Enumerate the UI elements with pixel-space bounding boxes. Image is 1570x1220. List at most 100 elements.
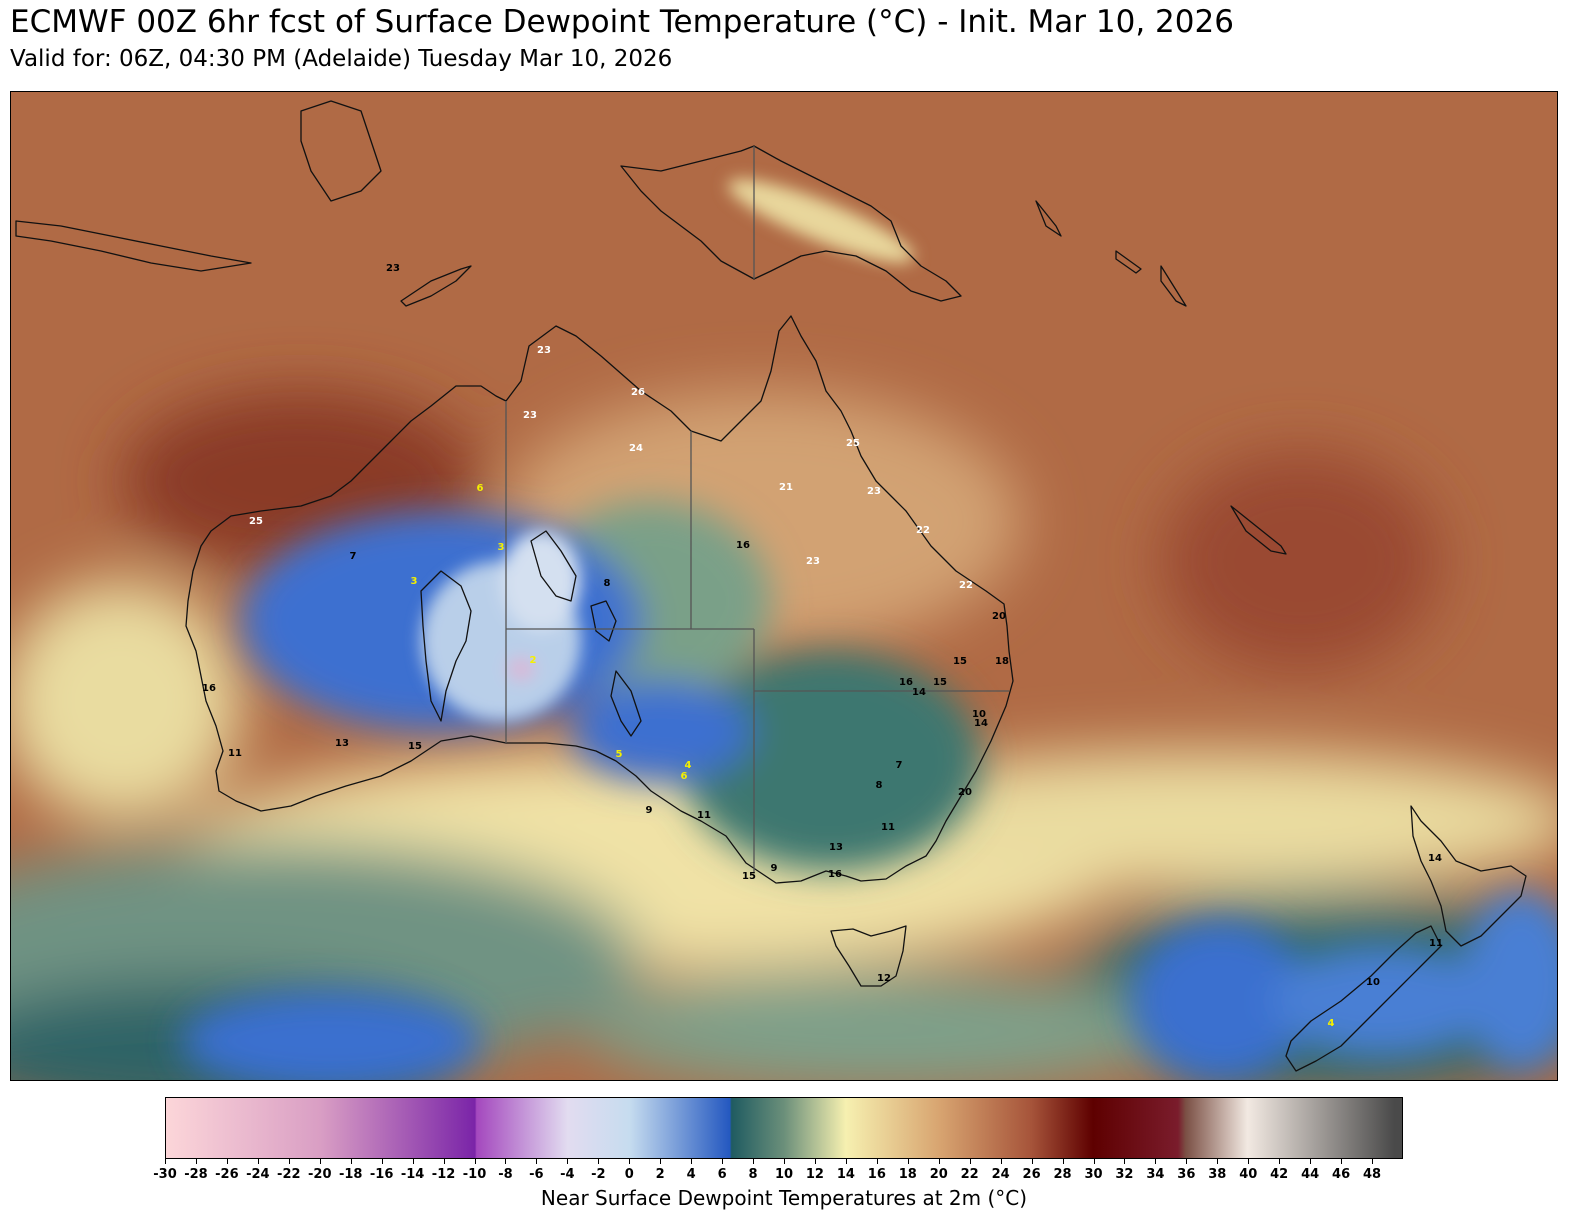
temperature-label: 4 <box>1328 1018 1335 1029</box>
colorbar-tick-mark <box>1155 1159 1157 1164</box>
temperature-label: 14 <box>912 687 926 698</box>
colorbar-ticks: -30 -28 -26 -24 -22 -20 -18 -16 -14 -12 -10 -8 -6 -4-… <box>0 1159 1570 1189</box>
dewpoint-field <box>11 92 1557 1080</box>
map-canvas: 23 26 23 24 25 21 23 6 25 22 16 3 7 23 3 8 22 20 15 18 2 16 15… <box>11 92 1557 1080</box>
colorbar-tick-mark <box>1093 1159 1095 1164</box>
temperature-label: 7 <box>896 760 903 771</box>
field-south-green-2 <box>581 971 1181 1080</box>
temperature-label: 20 <box>992 611 1006 622</box>
png-coastline <box>620 145 962 302</box>
temperature-label: 11 <box>228 748 242 759</box>
temperature-label: 21 <box>779 482 793 493</box>
temperature-label: 26 <box>631 387 645 398</box>
colorbar-tick-mark <box>1000 1159 1002 1164</box>
colorbar-tick-mark <box>1248 1159 1250 1164</box>
colorbar-tick-label: -18 <box>338 1167 363 1182</box>
colorbar-tick-label: 14 <box>836 1167 855 1182</box>
temperature-label: 15 <box>408 741 422 752</box>
temperature-label: 8 <box>604 578 611 589</box>
gulf-islands <box>420 530 642 737</box>
colorbar-tick-label: 24 <box>991 1167 1010 1182</box>
temperature-label: 15 <box>742 871 756 882</box>
field-purple-spot <box>507 657 535 681</box>
temperature-label: 15 <box>933 677 947 688</box>
colorbar <box>165 1097 1403 1159</box>
colorbar-tick-label: 42 <box>1270 1167 1289 1182</box>
colorbar-tick-mark <box>969 1159 971 1164</box>
solomon-coastline <box>1035 200 1187 307</box>
temperature-label: 13 <box>335 738 349 749</box>
colorbar-tick-label: -20 <box>308 1167 332 1182</box>
field-west-pale <box>11 581 241 821</box>
temperature-label: 22 <box>959 580 973 591</box>
map-subtitle: Valid for: 06Z, 04:30 PM (Adelaide) Tues… <box>10 46 673 72</box>
temperature-label: 22 <box>916 525 930 536</box>
colorbar-tick-mark <box>505 1159 507 1164</box>
colorbar-tick-label: 36 <box>1177 1167 1196 1182</box>
colorbar-tick-label: 46 <box>1332 1167 1351 1182</box>
colorbar-tick-mark <box>288 1159 290 1164</box>
field-dry-core-2 <box>501 531 581 631</box>
temperature-label: 25 <box>249 516 263 527</box>
colorbar-tick-label: -16 <box>369 1167 394 1182</box>
temperature-label: 23 <box>806 556 820 567</box>
java-coastline <box>15 220 252 272</box>
nz-north-coastline <box>1410 805 1527 947</box>
temperature-label: 7 <box>350 551 357 562</box>
field-ocean-blue <box>181 991 481 1080</box>
colorbar-tick-mark <box>876 1159 878 1164</box>
temperature-label: 16 <box>736 540 750 551</box>
temperature-label: 23 <box>867 486 881 497</box>
colorbar-tick-mark <box>691 1159 693 1164</box>
field-gulf-blue <box>571 681 751 781</box>
colorbar-tick-label: 28 <box>1053 1167 1072 1182</box>
colorbar-tick-mark <box>567 1159 569 1164</box>
colorbar-tick-mark <box>784 1159 785 1164</box>
colorbar-tick-label: -22 <box>277 1167 301 1182</box>
colorbar-tick-label: 30 <box>1084 1167 1103 1182</box>
dewpoint-map: 23 26 23 24 25 21 23 6 25 22 16 3 7 23 3 8 22 20 15 18 2 16 15… <box>10 91 1558 1081</box>
temperature-label: 10 <box>972 709 986 720</box>
colorbar-tick-label: 8 <box>748 1167 758 1182</box>
temperature-label: 25 <box>846 438 860 449</box>
colorbar-tick-mark <box>319 1159 321 1164</box>
field-png-highlands <box>727 179 915 263</box>
sulawesi-coastline <box>300 100 382 202</box>
colorbar-tick-label: 20 <box>929 1167 948 1182</box>
colorbar-tick-mark <box>753 1159 755 1164</box>
temperature-label: 11 <box>881 822 895 833</box>
colorbar-tick-mark <box>845 1159 847 1164</box>
colorbar-tick-label: -8 <box>498 1167 513 1182</box>
colorbar-tick-label: 0 <box>624 1167 634 1182</box>
colorbar-tick-mark <box>412 1159 414 1164</box>
field-pacific-dark <box>1161 451 1441 671</box>
temperature-label: 3 <box>498 542 505 553</box>
colorbar-tick-mark <box>1372 1159 1374 1164</box>
temperature-label: 13 <box>829 842 843 853</box>
temperature-label: 18 <box>995 656 1009 667</box>
colorbar-tick-mark <box>1031 1159 1033 1164</box>
colorbar-tick-label: -10 <box>462 1167 487 1182</box>
colorbar-tick-mark <box>1217 1159 1219 1164</box>
temperature-label: 8 <box>876 780 883 791</box>
colorbar-tick-mark <box>350 1159 352 1164</box>
temperature-label: 20 <box>958 787 972 798</box>
colorbar-tick-label: -14 <box>400 1167 425 1182</box>
colorbar-tick-label: 10 <box>774 1167 794 1182</box>
temperature-label: 14 <box>974 718 988 729</box>
colorbar-tick-label: 34 <box>1146 1167 1165 1182</box>
colorbar-tick-label: -30 <box>153 1167 177 1182</box>
colorbar-tick-label: 40 <box>1239 1167 1258 1182</box>
colorbar-tick-mark <box>660 1159 662 1164</box>
colorbar-tick-mark <box>165 1159 166 1164</box>
temperature-label: 6 <box>477 483 484 494</box>
temperature-label: 23 <box>523 410 537 421</box>
temperature-label: 15 <box>953 656 967 667</box>
colorbar-tick-label: 32 <box>1115 1167 1134 1182</box>
colorbar-tick-label: -2 <box>591 1167 606 1182</box>
colorbar-tick-mark <box>381 1159 383 1164</box>
temperature-label: 12 <box>877 973 891 984</box>
colorbar-tick-mark <box>1124 1159 1126 1164</box>
colorbar-tick-label: -6 <box>529 1167 544 1182</box>
state-borders <box>505 146 1009 873</box>
